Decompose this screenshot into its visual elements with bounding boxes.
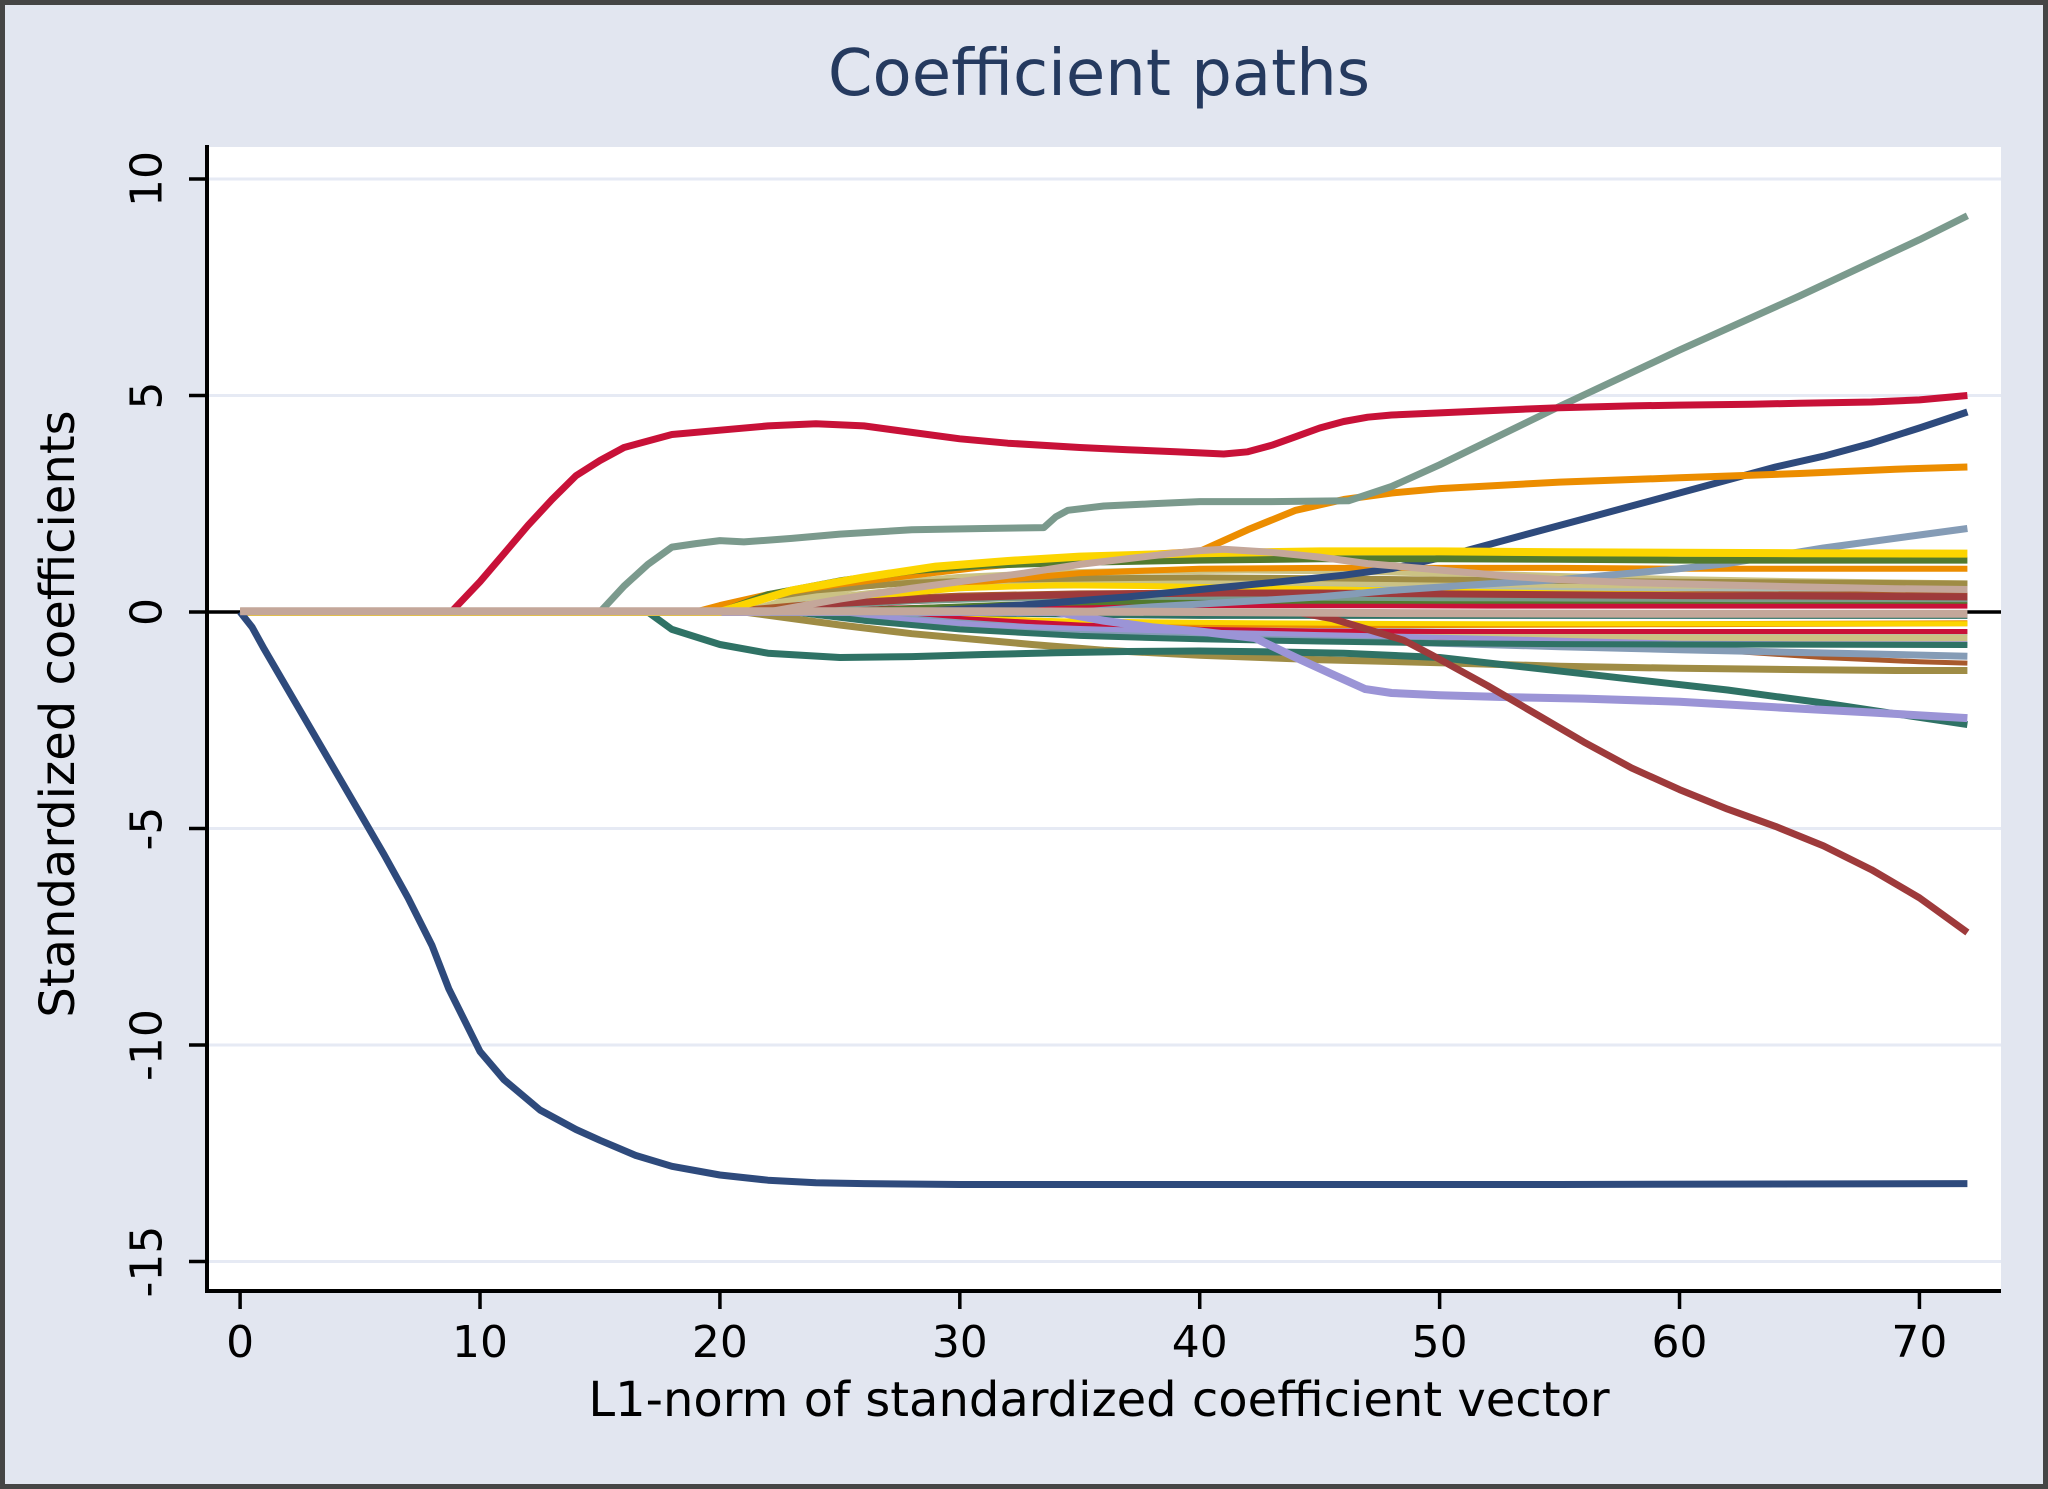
- x-tick-label-0: 0: [226, 1317, 254, 1368]
- coef-path-red-ascending: [240, 392, 1968, 616]
- x-tick-label-20: 20: [692, 1317, 748, 1368]
- coef-path-steelblue-ascending: [240, 525, 1968, 616]
- coef-path-navy-descending: [237, 609, 1968, 1188]
- y-tick-label-5: 5: [122, 382, 173, 410]
- coef-path-lavender-descending: [240, 608, 1968, 723]
- y-tick-label-10: 10: [122, 151, 173, 207]
- coef-path-maroon-descending: [240, 608, 1970, 936]
- y-tick-label--10: -10: [122, 1009, 173, 1081]
- x-tick-label-30: 30: [932, 1317, 988, 1368]
- coef-path-maroon-mid: [240, 589, 1968, 616]
- coef-path-erose-arch: [240, 545, 1968, 616]
- coef-path-teal-ascending: [240, 212, 1969, 616]
- x-tick-label-10: 10: [452, 1317, 508, 1368]
- coef-path-navy-ascending: [240, 408, 1969, 616]
- y-tick-label-0: 0: [122, 598, 173, 626]
- chart-title: Coefficient paths: [827, 37, 1371, 111]
- coef-path-emerald-lower: [240, 609, 1968, 648]
- y-tick-label--5: -5: [122, 807, 173, 851]
- x-tick-label-70: 70: [1891, 1317, 1947, 1368]
- x-tick-label-40: 40: [1172, 1317, 1228, 1368]
- x-tick-label-50: 50: [1412, 1317, 1468, 1368]
- coef-path-emerald-descending: [240, 608, 1968, 729]
- x-tick-label-60: 60: [1652, 1317, 1708, 1368]
- y-tick-label--15: -15: [122, 1226, 173, 1298]
- x-axis-title: L1-norm of standardized coefficient vect…: [588, 1372, 1610, 1428]
- coef-path-erose-flat-zero: [240, 607, 1968, 618]
- plot-background: [207, 147, 2001, 1291]
